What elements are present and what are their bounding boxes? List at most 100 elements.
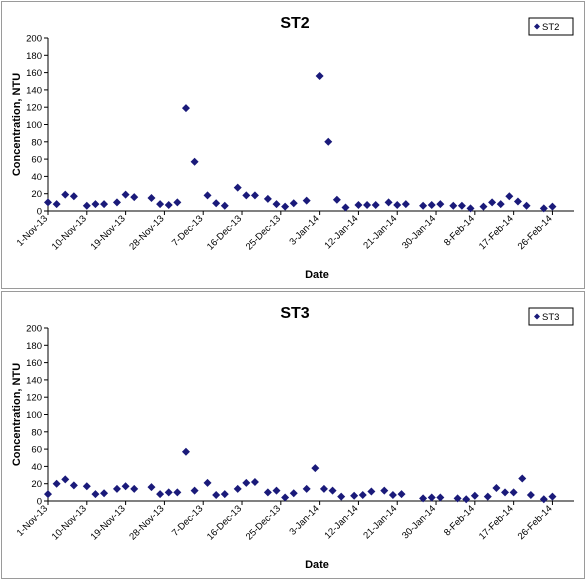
x-tick-label: 25-Dec-13 [244,503,283,542]
x-tick-label: 28-Nov-13 [127,503,166,542]
data-point [130,193,139,202]
data-point [190,486,199,495]
data-point [483,492,492,501]
data-point [302,484,311,493]
y-tick-label: 100 [26,410,42,421]
y-tick-label: 20 [31,189,42,200]
data-point [250,191,259,200]
data-point [121,482,130,491]
data-point [388,490,397,499]
data-point [112,484,121,493]
x-tick-label: 7-Dec-13 [170,213,205,248]
data-point [505,192,514,201]
chart-st2: ST2 0 20 40 60 80 100 120 140 160 180 200 1-Nov-13 10… [11,15,574,281]
x-tick-label: 19-Nov-13 [89,213,128,252]
data-point [289,489,298,498]
data-point [337,492,346,501]
data-point [393,200,402,209]
data-point [341,203,350,212]
chart-title: ST2 [280,15,309,32]
data-point [548,492,557,501]
data-point [100,489,109,498]
x-tick-label: 1-Nov-13 [15,503,50,538]
y-tick-label: 140 [26,85,42,96]
data-point [52,479,61,488]
data-point [233,484,242,493]
data-point [147,483,156,492]
data-point [69,481,78,490]
data-point [526,490,535,499]
data-point [488,198,497,207]
data-point [212,490,221,499]
data-point [470,491,479,500]
data-point [212,199,221,208]
data-point [242,478,251,487]
data-point [281,202,290,211]
data-point [52,200,61,209]
data-point [289,199,298,208]
y-tick-label: 0 [37,497,42,508]
x-tick-label: 10-Nov-13 [50,503,89,542]
data-point [548,202,557,211]
x-tick-label: 7-Dec-13 [170,503,205,538]
x-tick-label: 17-Feb-14 [477,213,516,252]
y-tick-label: 160 [26,358,42,369]
data-point [173,488,182,497]
data-point [363,200,372,209]
data-point [419,494,428,503]
data-point [457,201,466,210]
y-tick-label: 160 [26,68,42,79]
data-point [82,201,91,210]
y-axis-title: Concentration, NTU [11,73,23,176]
data-point [332,195,341,204]
data-point [130,484,139,493]
data-point [220,201,229,210]
x-tick-label: 3-Jan-14 [287,213,321,247]
data-point [466,204,475,213]
y-tick-label: 120 [26,393,42,404]
data-point [462,495,471,504]
data-point [242,191,251,200]
y-tick-label: 80 [31,427,42,438]
data-point [281,493,290,502]
chart-panel-st2: ST2 0 20 40 60 80 100 120 140 160 180 200 1-Nov-13 10… [1,1,585,289]
x-tick-label: 16-Dec-13 [205,213,244,252]
x-tick-label: 28-Nov-13 [127,213,166,252]
data-point [319,484,328,493]
data-point [479,202,488,211]
y-tick-label: 40 [31,462,42,473]
data-point [501,488,510,497]
y-tick-label: 200 [26,324,42,335]
x-tick-label: 17-Feb-14 [477,503,516,542]
y-tick-label: 20 [31,479,42,490]
x-tick-label: 8-Feb-14 [442,213,477,248]
data-point [233,183,242,192]
data-point [44,490,52,499]
x-tick-label: 26-Feb-14 [516,213,555,252]
legend-label: ST2 [542,22,559,33]
data-point [509,488,518,497]
data-point [401,200,410,209]
data-point [121,190,130,199]
data-point [156,200,165,209]
data-point [91,490,100,499]
data-point [371,200,380,209]
data-point [61,475,70,484]
data-point [419,201,428,210]
x-tick-label: 12-Jan-14 [323,503,361,541]
data-point [156,490,165,499]
data-point [272,200,281,209]
y-tick-label: 80 [31,137,42,148]
y-tick-label: 60 [31,445,42,456]
data-point [112,198,121,207]
data-point [449,201,458,210]
y-tick-label: 180 [26,51,42,62]
data-point [190,157,199,166]
data-point [328,486,337,495]
x-tick-label: 26-Feb-14 [516,503,555,542]
y-tick-label: 100 [26,120,42,131]
y-tick-label: 140 [26,375,42,386]
legend-box [528,17,574,36]
x-tick-label: 30-Jan-14 [400,503,438,541]
data-point [324,137,333,146]
